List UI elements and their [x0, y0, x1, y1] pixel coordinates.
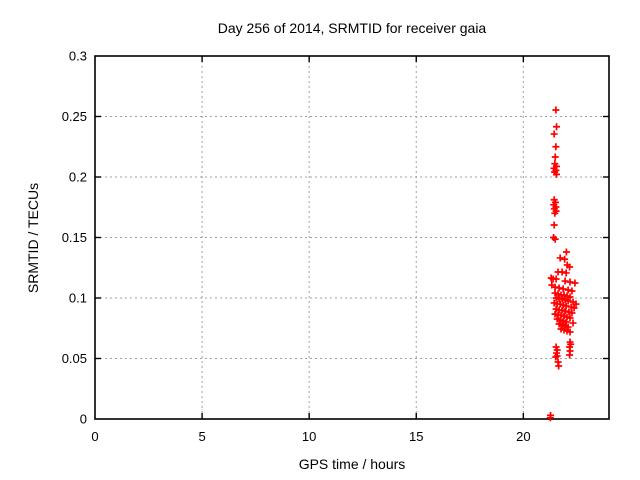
y-tick-label: 0 [80, 412, 87, 427]
data-point-plus [562, 318, 570, 326]
data-point-plus [564, 323, 572, 331]
data-point-plus [547, 411, 555, 419]
data-point-plus [551, 209, 559, 217]
data-point-plus [562, 302, 570, 310]
data-point-plus [553, 123, 561, 131]
data-point-plus [555, 362, 563, 370]
chart-title: Day 256 of 2014, SRMTID for receiver gai… [217, 20, 487, 36]
data-point-plus [562, 248, 570, 256]
data-point-plus [566, 314, 574, 322]
data-point-plus [562, 269, 570, 277]
x-axis-label: GPS time / hours [298, 456, 406, 472]
data-point-plus [571, 279, 579, 287]
y-tick-label: 0.05 [62, 351, 87, 366]
data-point-plus [569, 319, 577, 327]
data-point-plus [566, 293, 574, 301]
x-tick-label: 0 [91, 429, 98, 444]
data-point-plus [564, 286, 572, 294]
y-tick-label: 0.3 [69, 49, 87, 64]
data-point-plus [566, 278, 574, 286]
y-axis-label: SRMTID / TECUs [25, 182, 41, 294]
y-tick-label: 0.2 [69, 170, 87, 185]
x-tick-label: 20 [516, 429, 530, 444]
data-point-plus [552, 106, 560, 114]
data-point-plus [568, 287, 576, 295]
x-tick-label: 10 [302, 429, 316, 444]
data-point-plus [566, 328, 574, 336]
y-tick-label: 0.1 [69, 291, 87, 306]
data-point-plus [561, 255, 569, 263]
data-point-plus [566, 263, 574, 271]
y-tick-label: 0.25 [62, 109, 87, 124]
data-point-plus [550, 130, 558, 138]
data-point-plus [559, 285, 567, 293]
x-tick-label: 15 [409, 429, 423, 444]
data-point-plus [572, 300, 580, 308]
data-point-plus [568, 309, 576, 317]
data-point-plus [558, 268, 566, 276]
data-point-plus [550, 221, 558, 229]
data-point-plus [552, 275, 560, 283]
data-point-plus [570, 304, 578, 312]
y-tick-label: 0.15 [62, 230, 87, 245]
x-tick-label: 5 [198, 429, 205, 444]
data-point-plus [551, 153, 559, 161]
data-point-plus [552, 353, 560, 361]
data-point-plus [555, 284, 563, 292]
data-point-plus [552, 143, 560, 151]
data-point-plus [561, 277, 569, 285]
data-point-plus [564, 297, 572, 305]
data-point-plus [561, 307, 569, 315]
data-point-plus [553, 170, 561, 178]
data-point-plus [556, 254, 564, 262]
data-point-plus [551, 235, 559, 243]
data-point-plus [566, 351, 574, 359]
